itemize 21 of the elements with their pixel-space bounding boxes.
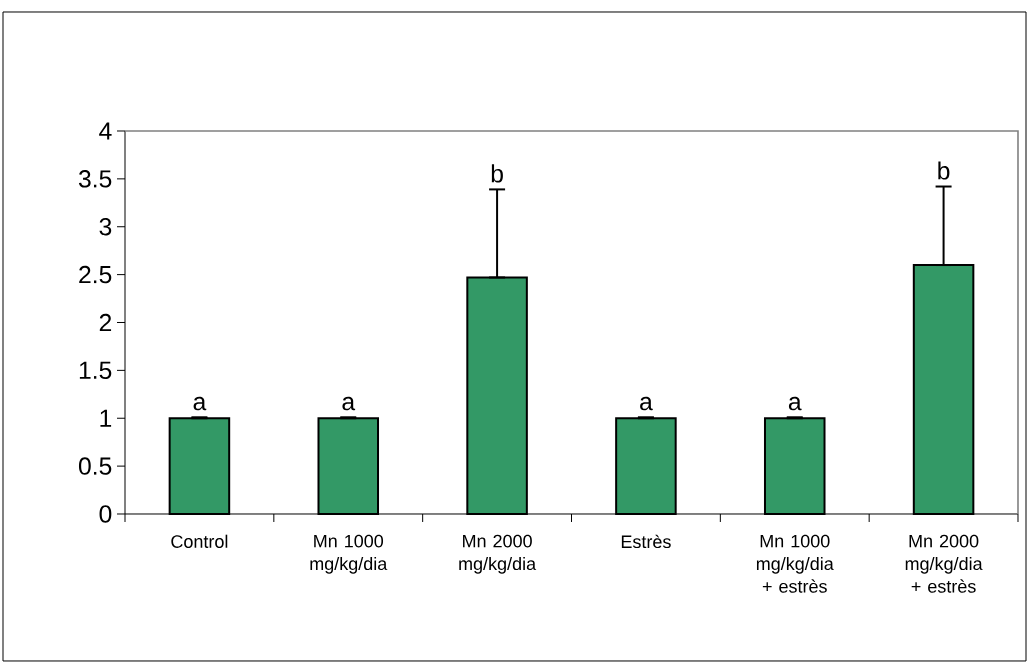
- x-tick-label: Mn 2000 mg/kg/dia: [459, 534, 537, 574]
- annotation: a: [193, 396, 207, 411]
- y-tick-label: 2.5: [79, 265, 112, 284]
- x-tick-label: Mn 2000 mg/kg/dia + estrès: [905, 534, 983, 593]
- x-tick-label: Mn 1000 mg/kg/dia + estrès: [756, 534, 834, 593]
- y-tick-label: 2: [99, 313, 112, 332]
- x-tick-label: Estrès: [621, 534, 671, 549]
- y-tick-label: 3: [99, 218, 112, 236]
- y-tick-label: 3.5: [78, 170, 112, 188]
- y-tick-label: 4: [99, 122, 112, 140]
- y-tick-label: 0.5: [78, 457, 112, 475]
- annotation: b: [491, 164, 503, 183]
- y-tick-label: 1: [100, 409, 112, 427]
- annotation: a: [342, 396, 356, 411]
- annotation: a: [640, 396, 653, 411]
- x-tick-label: Control: [171, 534, 228, 548]
- annotation: b: [938, 161, 950, 180]
- annotation: a: [788, 396, 802, 411]
- x-tick-label: Mn 1000 mg/kg/dia: [310, 534, 388, 574]
- y-tick-label: 1.5: [79, 361, 112, 379]
- y-tick-label: 0: [99, 505, 112, 523]
